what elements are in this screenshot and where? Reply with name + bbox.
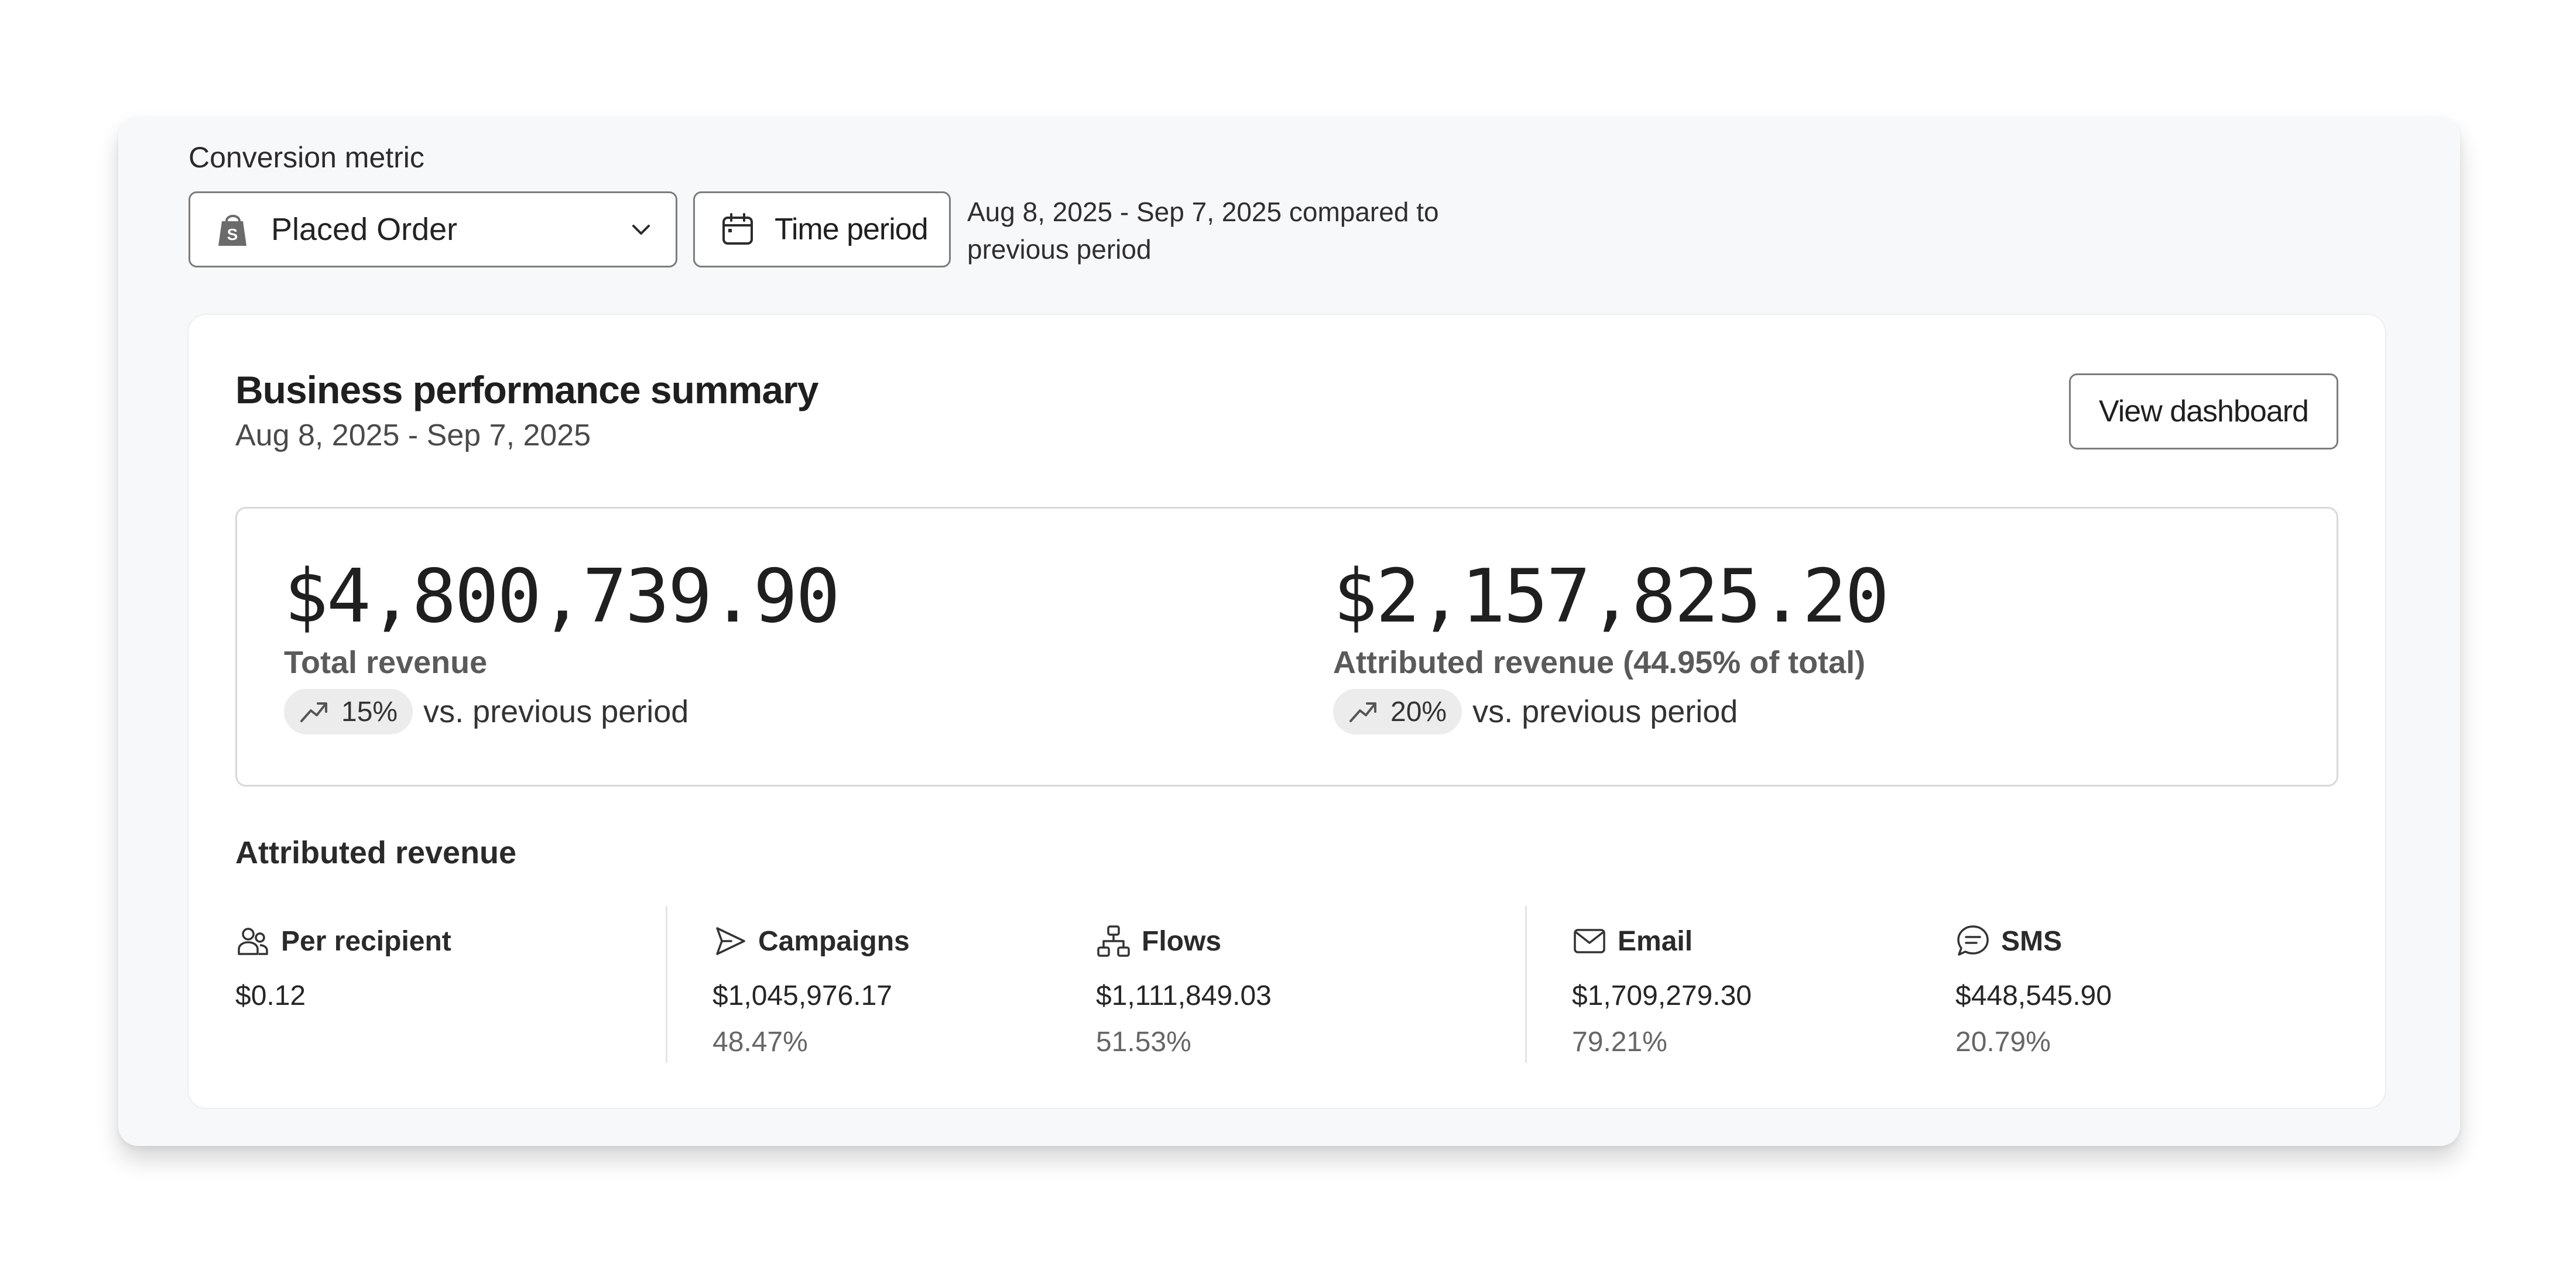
campaigns-label: Campaigns (758, 925, 910, 957)
vs-previous-text: vs. previous period (1472, 694, 1738, 729)
chevron-down-icon (632, 225, 650, 235)
flows-value: $1,111,849.03 (1096, 980, 1272, 1011)
conversion-metric-label: Conversion metric (189, 141, 424, 174)
trending-up-icon (300, 702, 327, 722)
users-icon (238, 928, 268, 955)
reporting-panel: Conversion metric S Placed Order Time pe… (118, 117, 2460, 1146)
mail-icon (1574, 929, 1605, 953)
email-stat: Email $1,709,279.30 79.21% (1572, 924, 1752, 1058)
per-recipient-label: Per recipient (281, 925, 451, 957)
email-value: $1,709,279.30 (1572, 980, 1752, 1011)
card-title: Business performance summary (235, 368, 818, 411)
email-percent: 79.21% (1572, 1027, 1667, 1058)
attributed-revenue-label: Attributed revenue (44.95% of total) (1333, 645, 1866, 680)
attributed-revenue-heading: Attributed revenue (235, 835, 517, 870)
change-badge: 15% (284, 689, 413, 735)
total-revenue-block: $4,800,739.90 Total revenue 15% vs. prev… (284, 553, 840, 735)
card-date-range: Aug 8, 2025 - Sep 7, 2025 (235, 418, 591, 452)
campaigns-stat: Campaigns $1,045,976.17 48.47% (712, 924, 910, 1058)
total-revenue-amount: $4,800,739.90 (284, 553, 840, 639)
attributed-revenue-amount: $2,157,825.20 (1333, 553, 1889, 639)
per-recipient-header: Per recipient (235, 924, 451, 959)
sms-label: SMS (2001, 925, 2063, 957)
sms-value: $448,545.90 (1955, 980, 2112, 1011)
campaigns-header: Campaigns (712, 924, 910, 959)
divider (666, 906, 667, 1063)
trending-up-icon (1349, 702, 1376, 722)
total-revenue-change: 15% vs. previous period (284, 689, 838, 735)
calendar-icon (722, 213, 753, 245)
view-dashboard-button[interactable]: View dashboard (2069, 373, 2338, 449)
vs-previous-text: vs. previous period (423, 694, 689, 729)
campaigns-percent: 48.47% (712, 1027, 808, 1058)
comparison-range-text: Aug 8, 2025 - Sep 7, 2025 compared to pr… (967, 197, 1439, 265)
change-percent: 15% (341, 696, 398, 727)
shopify-bag-icon: S (218, 215, 246, 246)
attributed-revenue-block: $2,157,825.20 Attributed revenue (44.95%… (1333, 553, 1889, 735)
sms-percent: 20.79% (1955, 1027, 2051, 1058)
flows-stat: Flows $1,111,849.03 51.53% (1096, 924, 1272, 1058)
total-revenue-label: Total revenue (284, 645, 488, 680)
revenue-totals-box: $4,800,739.90 Total revenue 15% vs. prev… (235, 507, 2338, 787)
campaigns-value: $1,045,976.17 (712, 980, 892, 1011)
flows-header: Flows (1096, 924, 1272, 959)
change-percent: 20% (1390, 696, 1447, 727)
attributed-revenue-change: 20% vs. previous period (1333, 689, 1888, 735)
per-recipient-value: $0.12 (235, 980, 306, 1011)
sms-header: SMS (1955, 924, 2112, 959)
conversion-metric-select[interactable]: S Placed Order (189, 191, 677, 267)
flows-label: Flows (1142, 925, 1222, 957)
time-period-button[interactable]: Time period (693, 191, 951, 267)
flow-icon (1097, 925, 1130, 957)
divider (1525, 906, 1527, 1063)
change-badge: 20% (1333, 689, 1462, 735)
svg-text:S: S (227, 225, 238, 243)
email-header: Email (1572, 924, 1752, 959)
business-performance-card: Business performance summary Aug 8, 2025… (189, 315, 2385, 1108)
flows-percent: 51.53% (1096, 1027, 1191, 1058)
send-icon (716, 927, 745, 955)
email-label: Email (1618, 925, 1693, 957)
chat-icon (1957, 925, 1989, 956)
time-period-label: Time period (775, 212, 929, 246)
sms-stat: SMS $448,545.90 20.79% (1955, 924, 2112, 1058)
per-recipient-stat: Per recipient $0.12 (235, 924, 451, 1012)
conversion-metric-value: Placed Order (271, 212, 458, 247)
